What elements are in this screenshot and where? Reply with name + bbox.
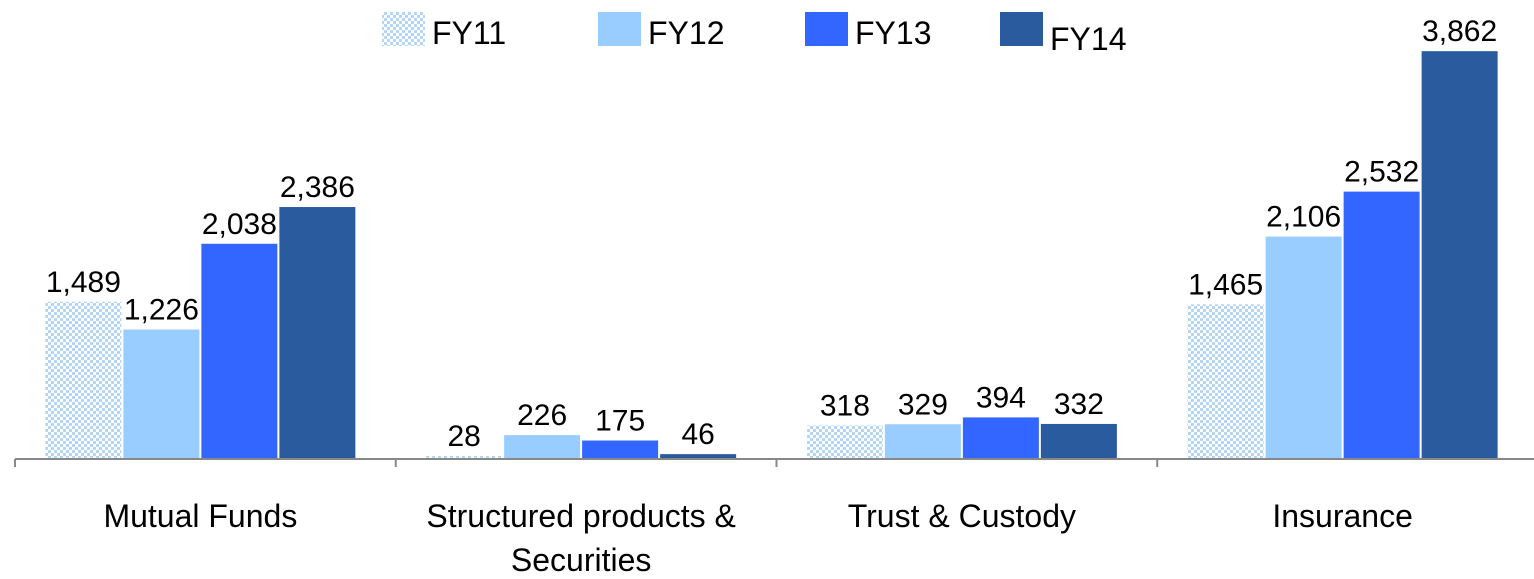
value-label: 1,489 — [46, 266, 121, 299]
bar — [1040, 423, 1117, 459]
x-tick-label: Insurance — [1272, 498, 1413, 534]
bar — [660, 454, 737, 459]
bar — [1343, 191, 1420, 460]
value-label: 28 — [447, 420, 480, 453]
bar — [884, 424, 961, 459]
legend-label: FY11 — [432, 15, 506, 51]
x-tick-label: Structured products & Securities — [426, 498, 736, 578]
bar — [201, 243, 278, 459]
bar — [504, 435, 581, 459]
bar — [1265, 236, 1342, 459]
value-label: 329 — [898, 388, 948, 421]
value-label: 46 — [681, 418, 714, 451]
bar — [279, 207, 356, 459]
value-label: 318 — [820, 389, 870, 422]
legend-label: FY12 — [648, 15, 724, 51]
value-label: 1,226 — [124, 294, 199, 327]
bar — [962, 417, 1039, 459]
value-label: 1,465 — [1188, 268, 1263, 301]
value-label: 2,386 — [280, 171, 355, 204]
x-tick-label: Mutual Funds — [103, 498, 298, 534]
bar — [806, 425, 883, 459]
value-label: 2,038 — [202, 208, 277, 241]
value-label: 175 — [595, 405, 645, 438]
value-label: 332 — [1054, 388, 1104, 421]
bar — [45, 301, 122, 459]
bar — [123, 329, 200, 459]
legend-swatch — [382, 12, 425, 46]
legend-swatch — [598, 12, 641, 46]
bar — [582, 440, 659, 459]
legend-label: FY14 — [1050, 21, 1126, 57]
x-tick-label: Trust & Custody — [847, 498, 1076, 534]
bar — [426, 456, 503, 459]
legend-label: FY13 — [855, 15, 931, 51]
bar — [1421, 51, 1498, 460]
value-label: 394 — [976, 381, 1026, 414]
legend-swatch — [1000, 12, 1043, 46]
value-label: 2,532 — [1344, 156, 1419, 189]
bar — [1187, 304, 1264, 459]
legend-swatch — [805, 12, 848, 46]
value-label: 3,862 — [1422, 15, 1497, 48]
value-label: 2,106 — [1266, 201, 1341, 234]
value-label: 226 — [517, 399, 567, 432]
